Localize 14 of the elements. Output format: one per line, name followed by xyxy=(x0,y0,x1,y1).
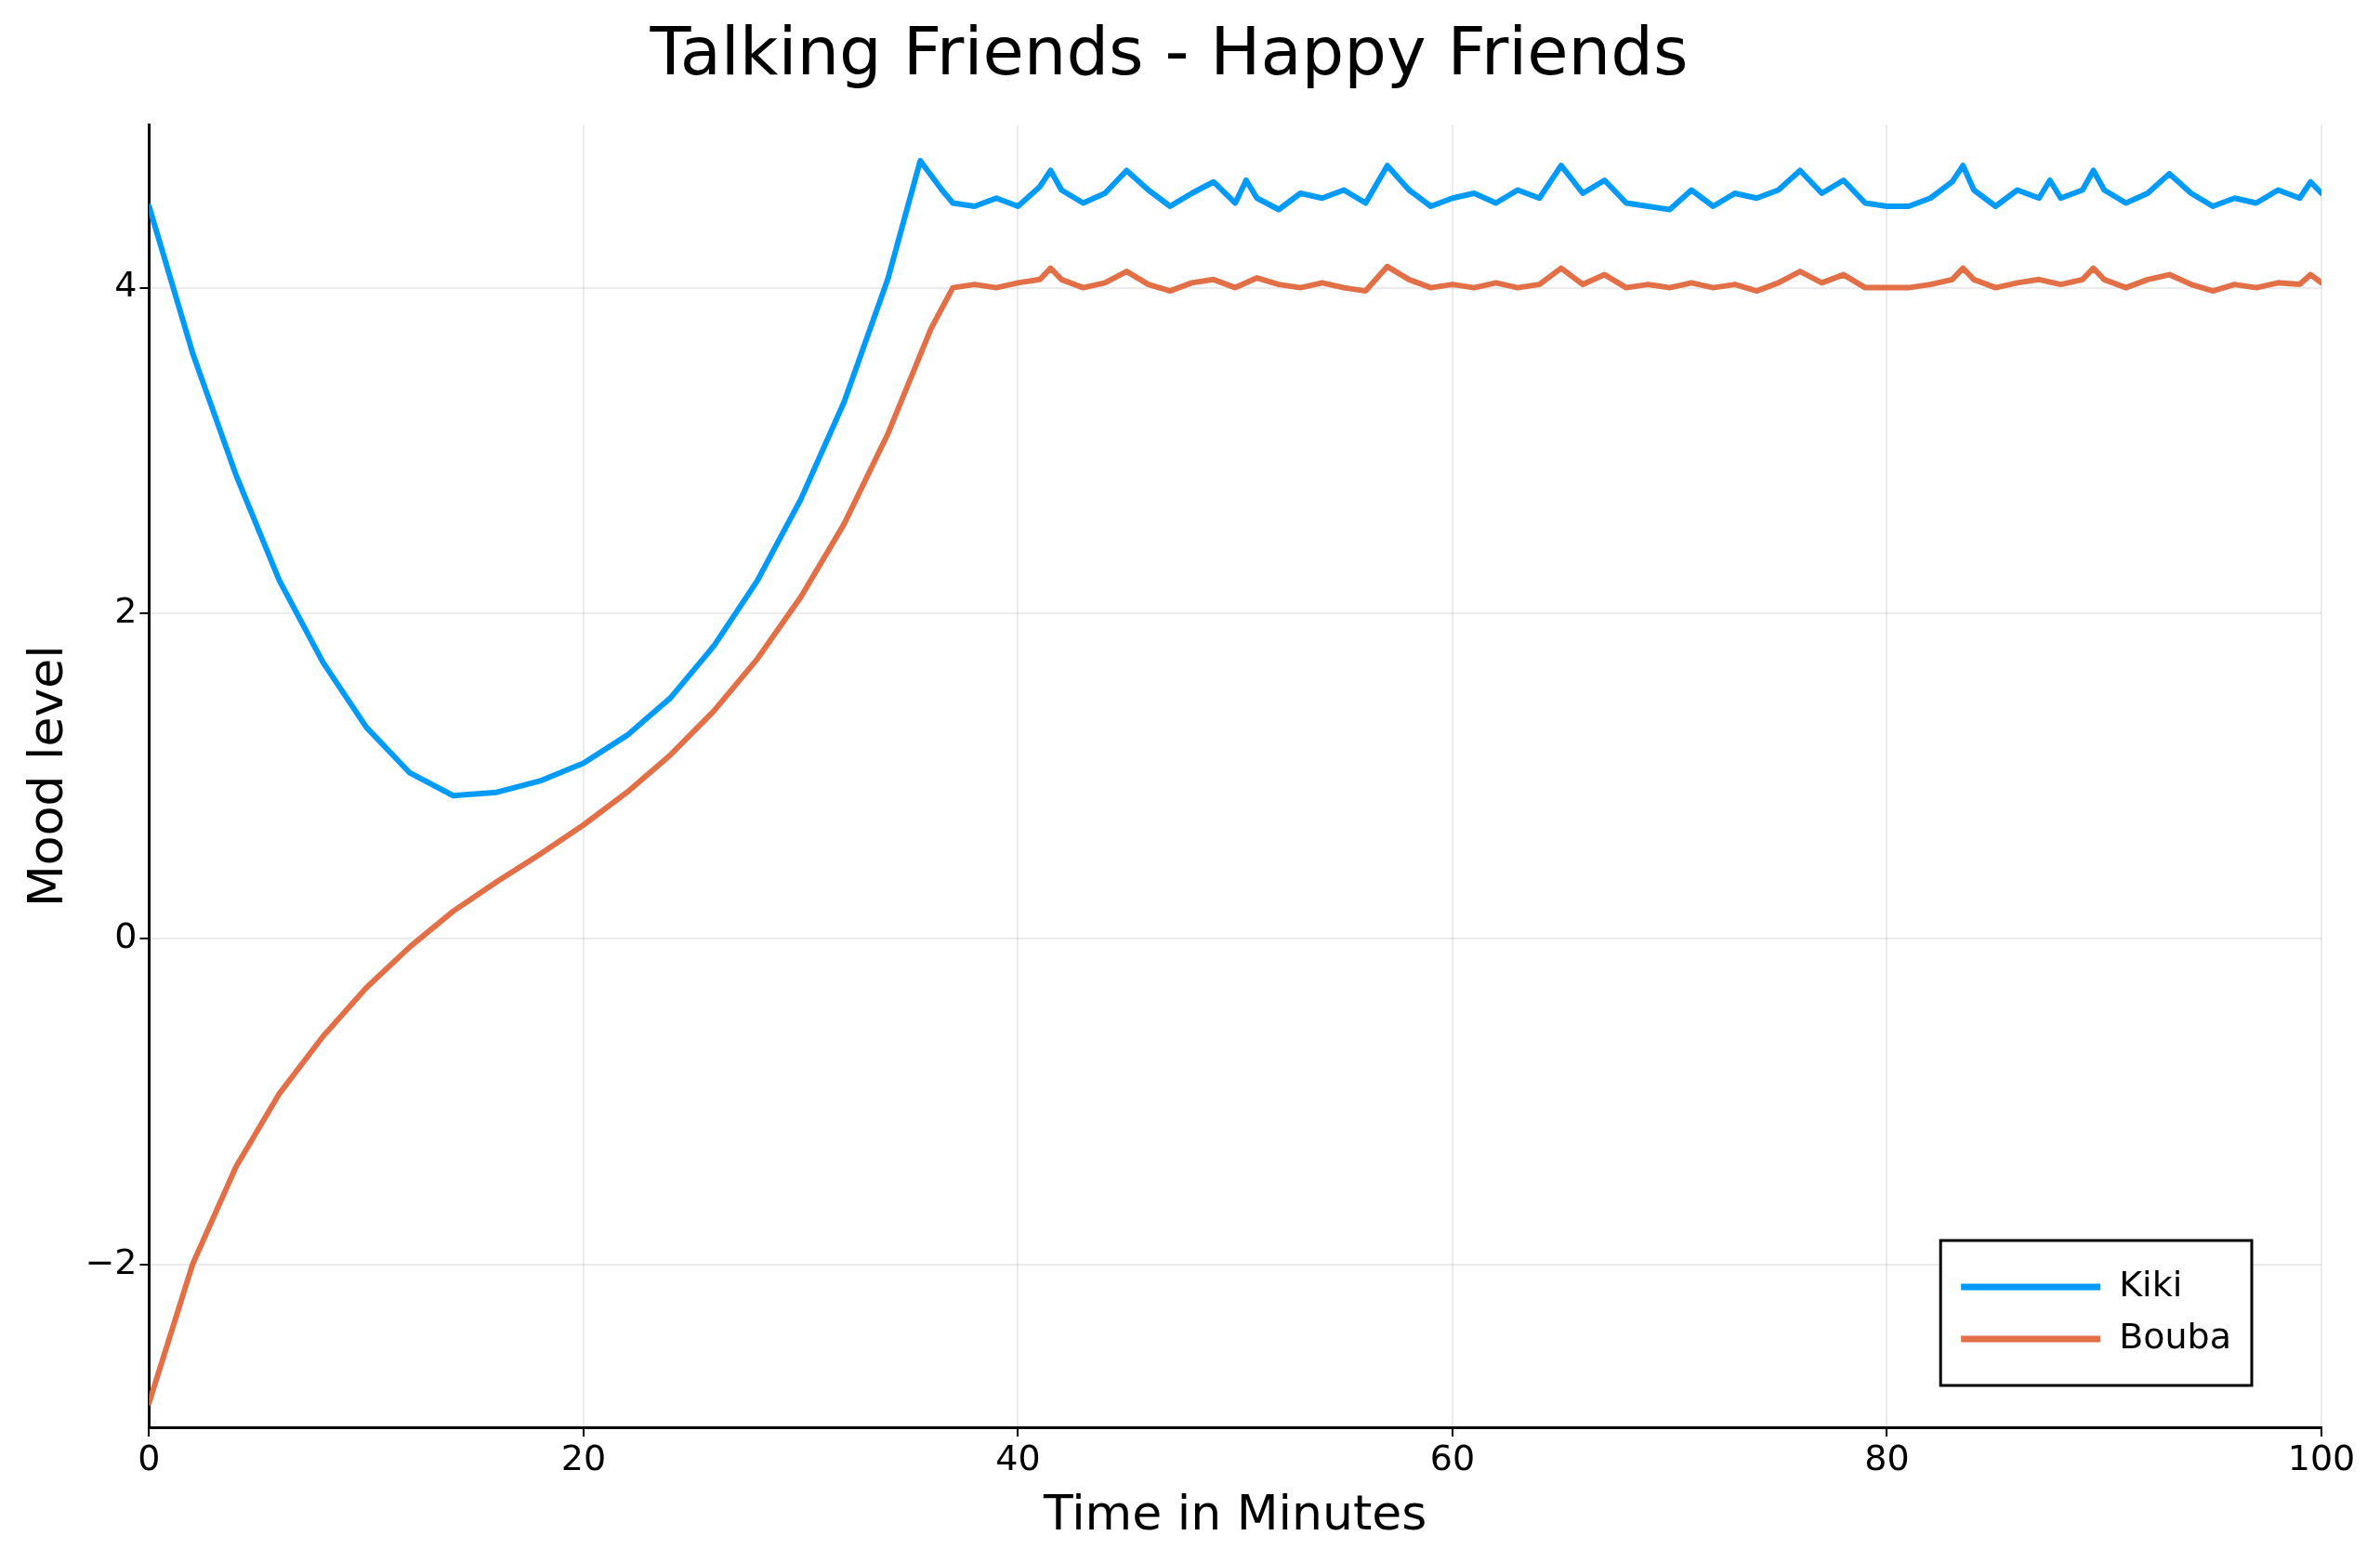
x-tick-label: 80 xyxy=(1864,1437,1910,1478)
y-tick-label: −2 xyxy=(85,1240,138,1282)
x-tick-label: 100 xyxy=(2287,1437,2356,1478)
x-tick-label: 60 xyxy=(1429,1437,1476,1478)
y-tick-label: 4 xyxy=(114,264,138,306)
legend-label: Kiki xyxy=(2119,1263,2183,1305)
y-tick-label: 2 xyxy=(114,589,138,631)
chart-title: Talking Friends - Happy Friends xyxy=(649,11,1689,90)
x-tick-label: 20 xyxy=(560,1437,607,1478)
legend-label: Bouba xyxy=(2119,1315,2231,1357)
y-tick-label: 0 xyxy=(114,915,138,957)
x-tick-label: 40 xyxy=(995,1437,1041,1478)
x-axis-title: Time in Minutes xyxy=(1043,1485,1427,1542)
y-axis-title: Mood level xyxy=(17,645,73,908)
